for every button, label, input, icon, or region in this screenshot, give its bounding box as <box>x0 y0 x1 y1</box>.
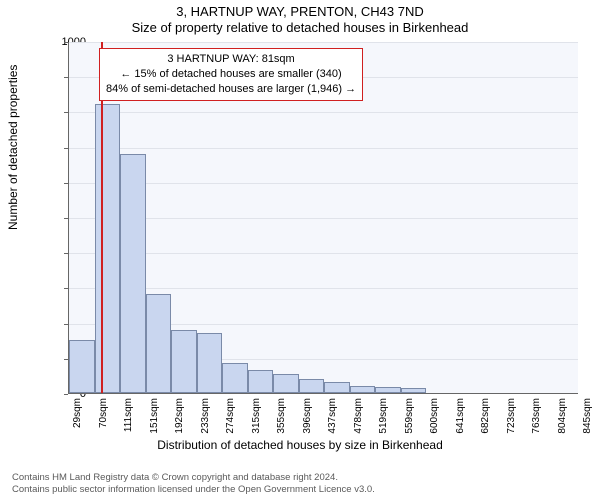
x-tick-label: 233sqm <box>200 398 211 438</box>
annotation-line3: 84% of semi-detached houses are larger (… <box>106 82 356 97</box>
x-tick-label: 396sqm <box>302 398 313 438</box>
y-tick-mark <box>64 394 68 395</box>
histogram-bar <box>324 382 350 393</box>
plot-area: 3 HARTNUP WAY: 81sqm ← 15% of detached h… <box>68 42 578 394</box>
x-tick-label: 682sqm <box>480 398 491 438</box>
annotation-box: 3 HARTNUP WAY: 81sqm ← 15% of detached h… <box>99 48 363 101</box>
x-axis-label: Distribution of detached houses by size … <box>0 438 600 452</box>
x-tick-label: 804sqm <box>557 398 568 438</box>
histogram-bar <box>401 388 427 393</box>
y-axis-label-text: Number of detached properties <box>6 65 20 230</box>
histogram-bar <box>222 363 248 393</box>
histogram-bar <box>197 333 223 393</box>
histogram-bar <box>120 154 146 393</box>
x-tick-label: 111sqm <box>123 398 134 438</box>
histogram-bar <box>146 294 172 393</box>
histogram-bar <box>171 330 197 393</box>
x-tick-label: 29sqm <box>72 398 83 438</box>
histogram-bar <box>375 387 401 393</box>
footer-line2: Contains public sector information licen… <box>12 484 375 496</box>
footer-line1: Contains HM Land Registry data © Crown c… <box>12 472 375 484</box>
title-subtitle: Size of property relative to detached ho… <box>0 20 600 35</box>
y-axis-label: Number of detached properties <box>6 65 20 230</box>
chart-container: 3, HARTNUP WAY, PRENTON, CH43 7ND Size o… <box>0 0 600 500</box>
x-tick-label: 355sqm <box>276 398 287 438</box>
title-address: 3, HARTNUP WAY, PRENTON, CH43 7ND <box>0 4 600 19</box>
histogram-bar <box>273 374 299 393</box>
x-tick-label: 70sqm <box>98 398 109 438</box>
x-tick-label: 723sqm <box>506 398 517 438</box>
x-tick-label: 641sqm <box>455 398 466 438</box>
x-tick-label: 315sqm <box>251 398 262 438</box>
histogram-bar <box>248 370 274 393</box>
annotation-line1: 3 HARTNUP WAY: 81sqm <box>106 52 356 67</box>
x-tick-label: 559sqm <box>404 398 415 438</box>
footer-attribution: Contains HM Land Registry data © Crown c… <box>12 472 375 496</box>
x-tick-label: 151sqm <box>149 398 160 438</box>
x-tick-label: 763sqm <box>531 398 542 438</box>
histogram-bar <box>350 386 376 393</box>
x-tick-label: 192sqm <box>174 398 185 438</box>
x-tick-label: 478sqm <box>353 398 364 438</box>
x-tick-label: 274sqm <box>225 398 236 438</box>
annotation-line2: ← 15% of detached houses are smaller (34… <box>106 67 356 82</box>
histogram-bar <box>95 104 121 393</box>
x-tick-label: 437sqm <box>327 398 338 438</box>
x-tick-label: 600sqm <box>429 398 440 438</box>
histogram-bar <box>299 379 325 393</box>
x-tick-label: 519sqm <box>378 398 389 438</box>
histogram-bar <box>69 340 95 393</box>
x-tick-label: 845sqm <box>582 398 593 438</box>
